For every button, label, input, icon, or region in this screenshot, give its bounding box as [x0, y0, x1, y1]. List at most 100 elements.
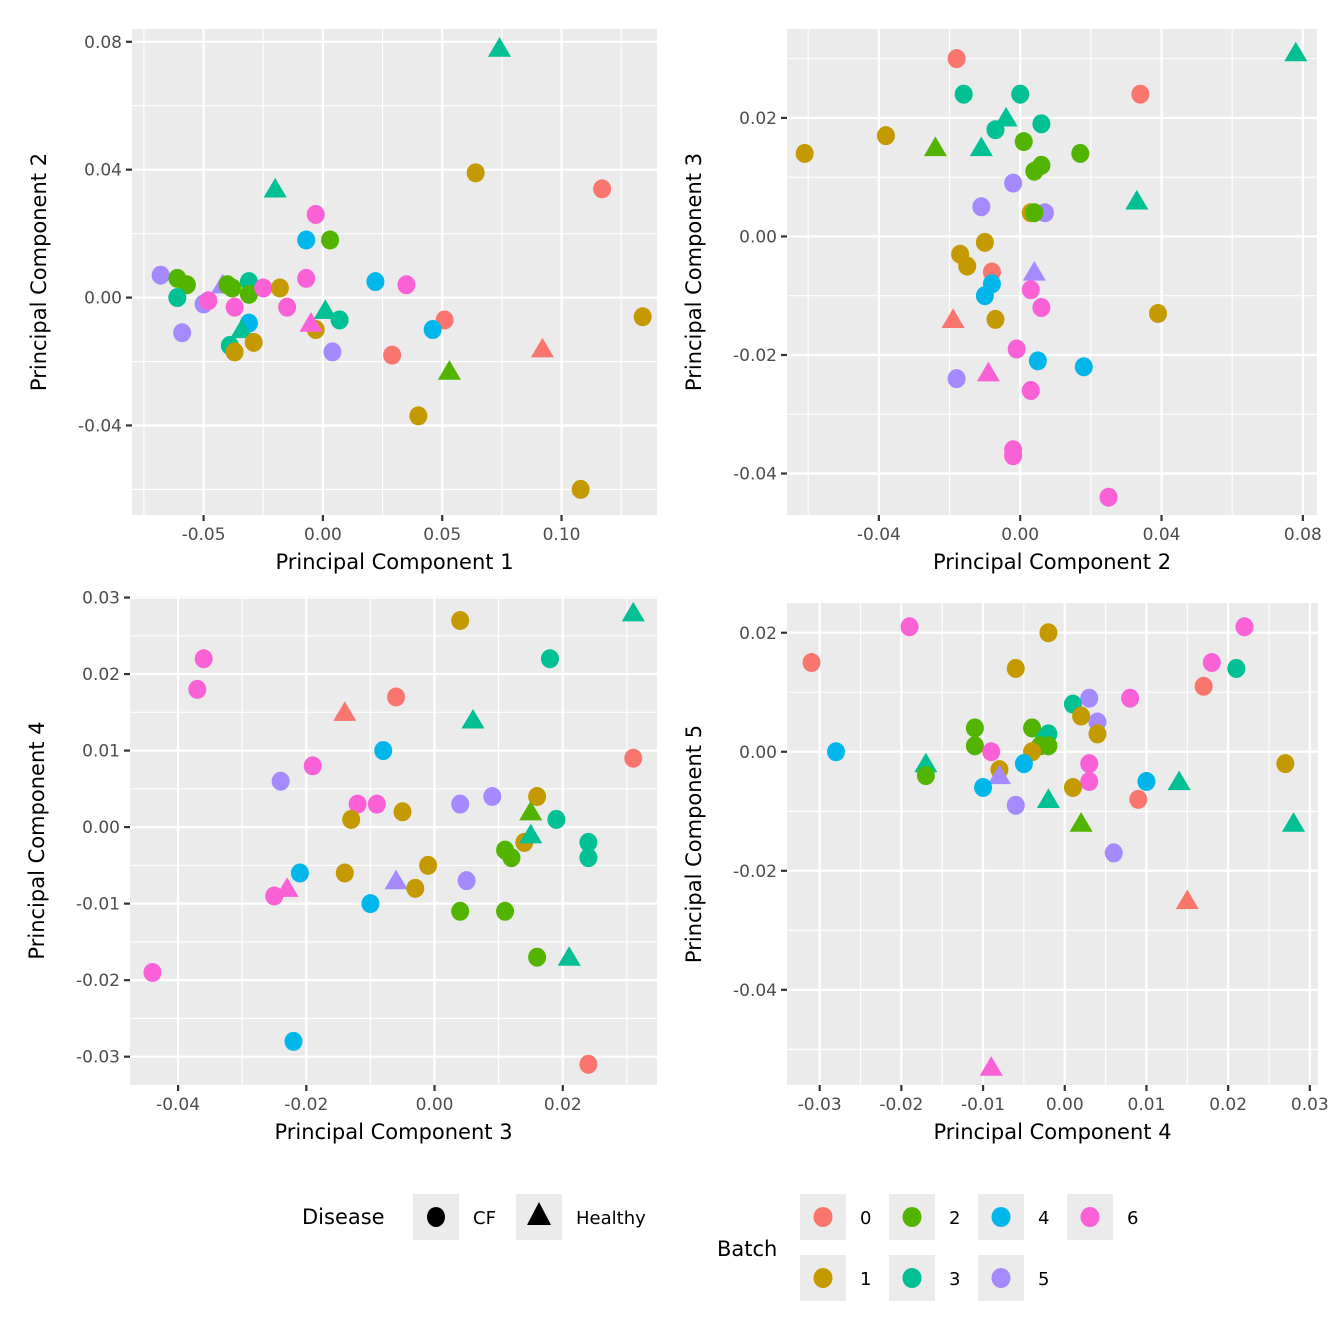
data-point-healthy [1284, 41, 1308, 62]
x-tick-label: 0.02 [1209, 1095, 1247, 1115]
data-point-cf [958, 256, 977, 276]
data-point-cf [1004, 173, 1023, 193]
data-point-cf [795, 143, 814, 163]
data-point-healthy [487, 37, 512, 57]
data-point-cf [1028, 351, 1047, 371]
y-tick-label: 0.02 [739, 624, 777, 644]
data-point-cf [579, 848, 598, 868]
data-point-cf [1039, 623, 1058, 643]
data-point-cf [406, 878, 425, 898]
y-tick-label: 0.02 [739, 109, 777, 129]
data-point-cf [1137, 772, 1156, 792]
x-tick-label: -0.02 [879, 1095, 923, 1115]
y-tick-label: 0.04 [84, 161, 122, 181]
data-point-cf [975, 286, 994, 306]
data-point-cf [982, 742, 1001, 762]
data-point-cf [974, 777, 993, 797]
data-point-cf [1080, 772, 1099, 792]
data-point-cf [1071, 143, 1090, 163]
data-point-healthy [1175, 889, 1199, 910]
data-point-cf [457, 871, 476, 891]
legend-batch-label-3: 3 [949, 1269, 960, 1290]
triangle-icon [527, 1202, 551, 1225]
data-point-cf [1129, 789, 1148, 809]
data-point-cf [335, 863, 354, 883]
legend-batch-swatch-0 [813, 1207, 833, 1227]
data-point-cf [1080, 754, 1099, 774]
data-point-cf [374, 741, 393, 761]
data-point-healthy [530, 337, 555, 358]
data-point-cf [540, 649, 559, 669]
data-point-cf [1032, 114, 1051, 134]
x-axis-title: Principal Component 4 [933, 1120, 1171, 1144]
data-point-cf [624, 748, 643, 768]
data-point-cf [986, 120, 1005, 140]
data-point-cf [1227, 658, 1246, 678]
data-point-cf [393, 802, 412, 822]
data-point-cf [1104, 843, 1123, 863]
legend-batch-title: Batch [717, 1237, 777, 1261]
data-point-cf [244, 332, 263, 352]
data-point-healthy [519, 800, 543, 821]
panel-pc4-vs-pc5: -0.03 -0.02 -0.01 0.00 0.01 0.02 0.03 -0.04 -0.0… [682, 603, 1329, 1144]
points-layer [151, 37, 652, 499]
x-tick-label: 0.02 [544, 1095, 582, 1115]
data-point-cf [451, 610, 470, 630]
panel-background [130, 596, 657, 1085]
legend-batch-label-1: 1 [860, 1269, 871, 1290]
y-tick-label: 0.03 [82, 589, 120, 609]
legend-disease-title: Disease [302, 1205, 385, 1229]
data-point-cf [483, 786, 502, 806]
data-point-healthy [1069, 812, 1093, 832]
data-point-cf [1014, 132, 1033, 152]
data-point-cf [1194, 676, 1213, 696]
data-point-cf [1011, 84, 1030, 104]
legend-batch-swatch-1 [813, 1268, 833, 1288]
legend-batch-label-5: 5 [1038, 1269, 1049, 1290]
data-point-cf [876, 126, 895, 146]
x-tick-label: -0.04 [156, 1095, 200, 1115]
circle-icon [427, 1207, 445, 1227]
data-point-cf [1235, 617, 1254, 637]
legend-batch-swatch-6 [1080, 1207, 1100, 1227]
y-tick-label: 0.00 [739, 227, 777, 247]
y-tick-label: 0.08 [84, 33, 122, 53]
x-tick-label: 0.08 [1284, 525, 1322, 545]
data-point-cf [1032, 298, 1051, 318]
data-point-cf [225, 297, 244, 317]
y-axis-title: Principal Component 3 [682, 153, 706, 391]
data-point-cf [965, 736, 984, 756]
data-point-cf [194, 649, 213, 669]
data-point-healthy [1022, 261, 1046, 281]
data-point-cf [1007, 339, 1026, 359]
y-tick-label: -0.01 [76, 895, 120, 915]
data-point-cf [1088, 724, 1107, 744]
data-point-healthy [263, 177, 287, 198]
data-point-cf [419, 855, 438, 875]
x-tick-label: 0.03 [1291, 1095, 1329, 1115]
panel-background [787, 603, 1318, 1085]
x-axis-title: Principal Component 3 [274, 1120, 512, 1144]
data-point-cf [451, 794, 470, 814]
data-point-cf [451, 901, 470, 921]
panel-pc2-vs-pc3: -0.04 0.00 0.04 0.08 -0.04 -0.02 0.00 0.02 Princ… [682, 29, 1322, 574]
legend-batch-swatch-5 [991, 1268, 1011, 1288]
data-point-cf [297, 230, 316, 250]
data-point-cf [151, 265, 170, 285]
x-tick-label: 0.01 [1128, 1095, 1166, 1115]
y-tick-label: -0.04 [733, 981, 777, 1001]
data-point-cf [528, 786, 547, 806]
y-tick-label: 0.02 [82, 665, 120, 685]
data-point-cf [1063, 777, 1082, 797]
data-point-cf [802, 653, 821, 673]
data-point-cf [330, 310, 349, 330]
x-tick-label: -0.03 [798, 1095, 842, 1115]
data-point-cf [323, 342, 342, 362]
data-point-healthy [1125, 189, 1149, 210]
data-point-healthy [313, 299, 337, 319]
panel-background [132, 29, 657, 515]
x-tick-label: 0.00 [1001, 525, 1039, 545]
x-axis-title: Principal Component 2 [933, 550, 1171, 574]
data-point-cf [199, 291, 218, 311]
